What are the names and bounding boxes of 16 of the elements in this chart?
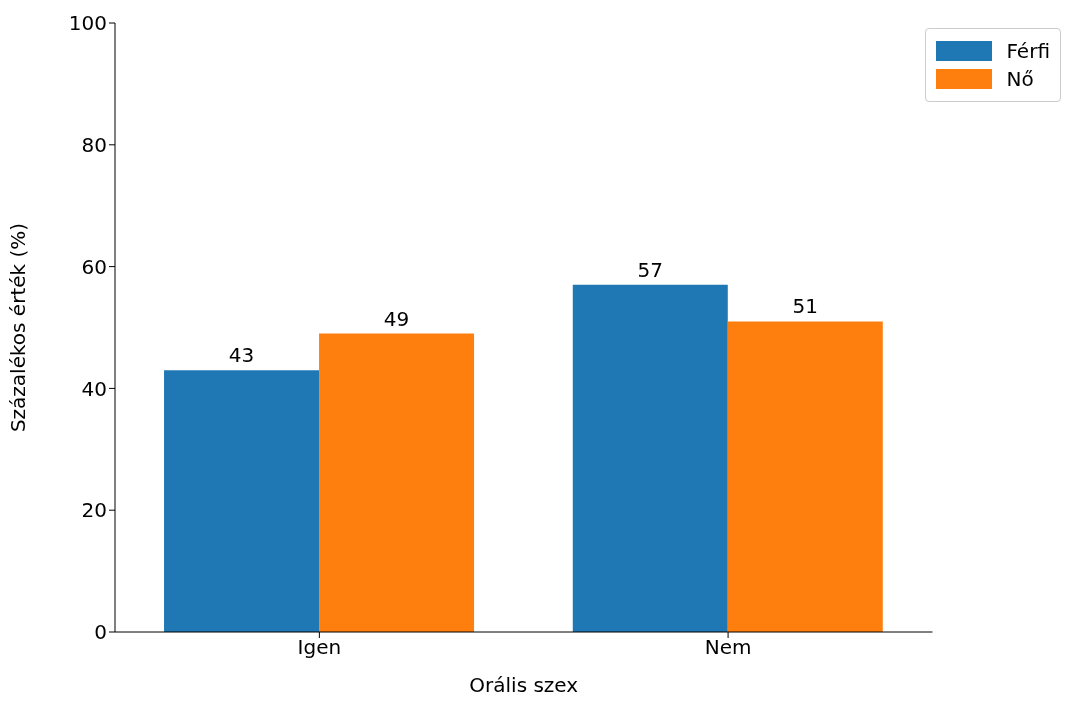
- y-tick-label: 60: [81, 254, 107, 279]
- x-tick-label: Nem: [704, 635, 752, 660]
- y-axis-title: Százalékos érték (%): [6, 222, 31, 433]
- x-tick-label: Igen: [297, 635, 342, 660]
- legend-label: Férfi: [1006, 39, 1050, 63]
- legend-label: Nő: [1006, 67, 1034, 91]
- data-label: 43: [228, 343, 255, 368]
- data-label: 49: [383, 306, 410, 331]
- y-tick-label: 100: [68, 11, 107, 36]
- y-tick-label: 80: [81, 132, 107, 157]
- y-tick-label: 20: [81, 498, 107, 523]
- y-tick-label: 40: [81, 376, 107, 401]
- x-axis-title: Orális szex: [469, 673, 579, 697]
- data-label: 57: [637, 257, 663, 282]
- data-label: 51: [792, 294, 818, 319]
- y-tick-label: 0: [94, 620, 107, 645]
